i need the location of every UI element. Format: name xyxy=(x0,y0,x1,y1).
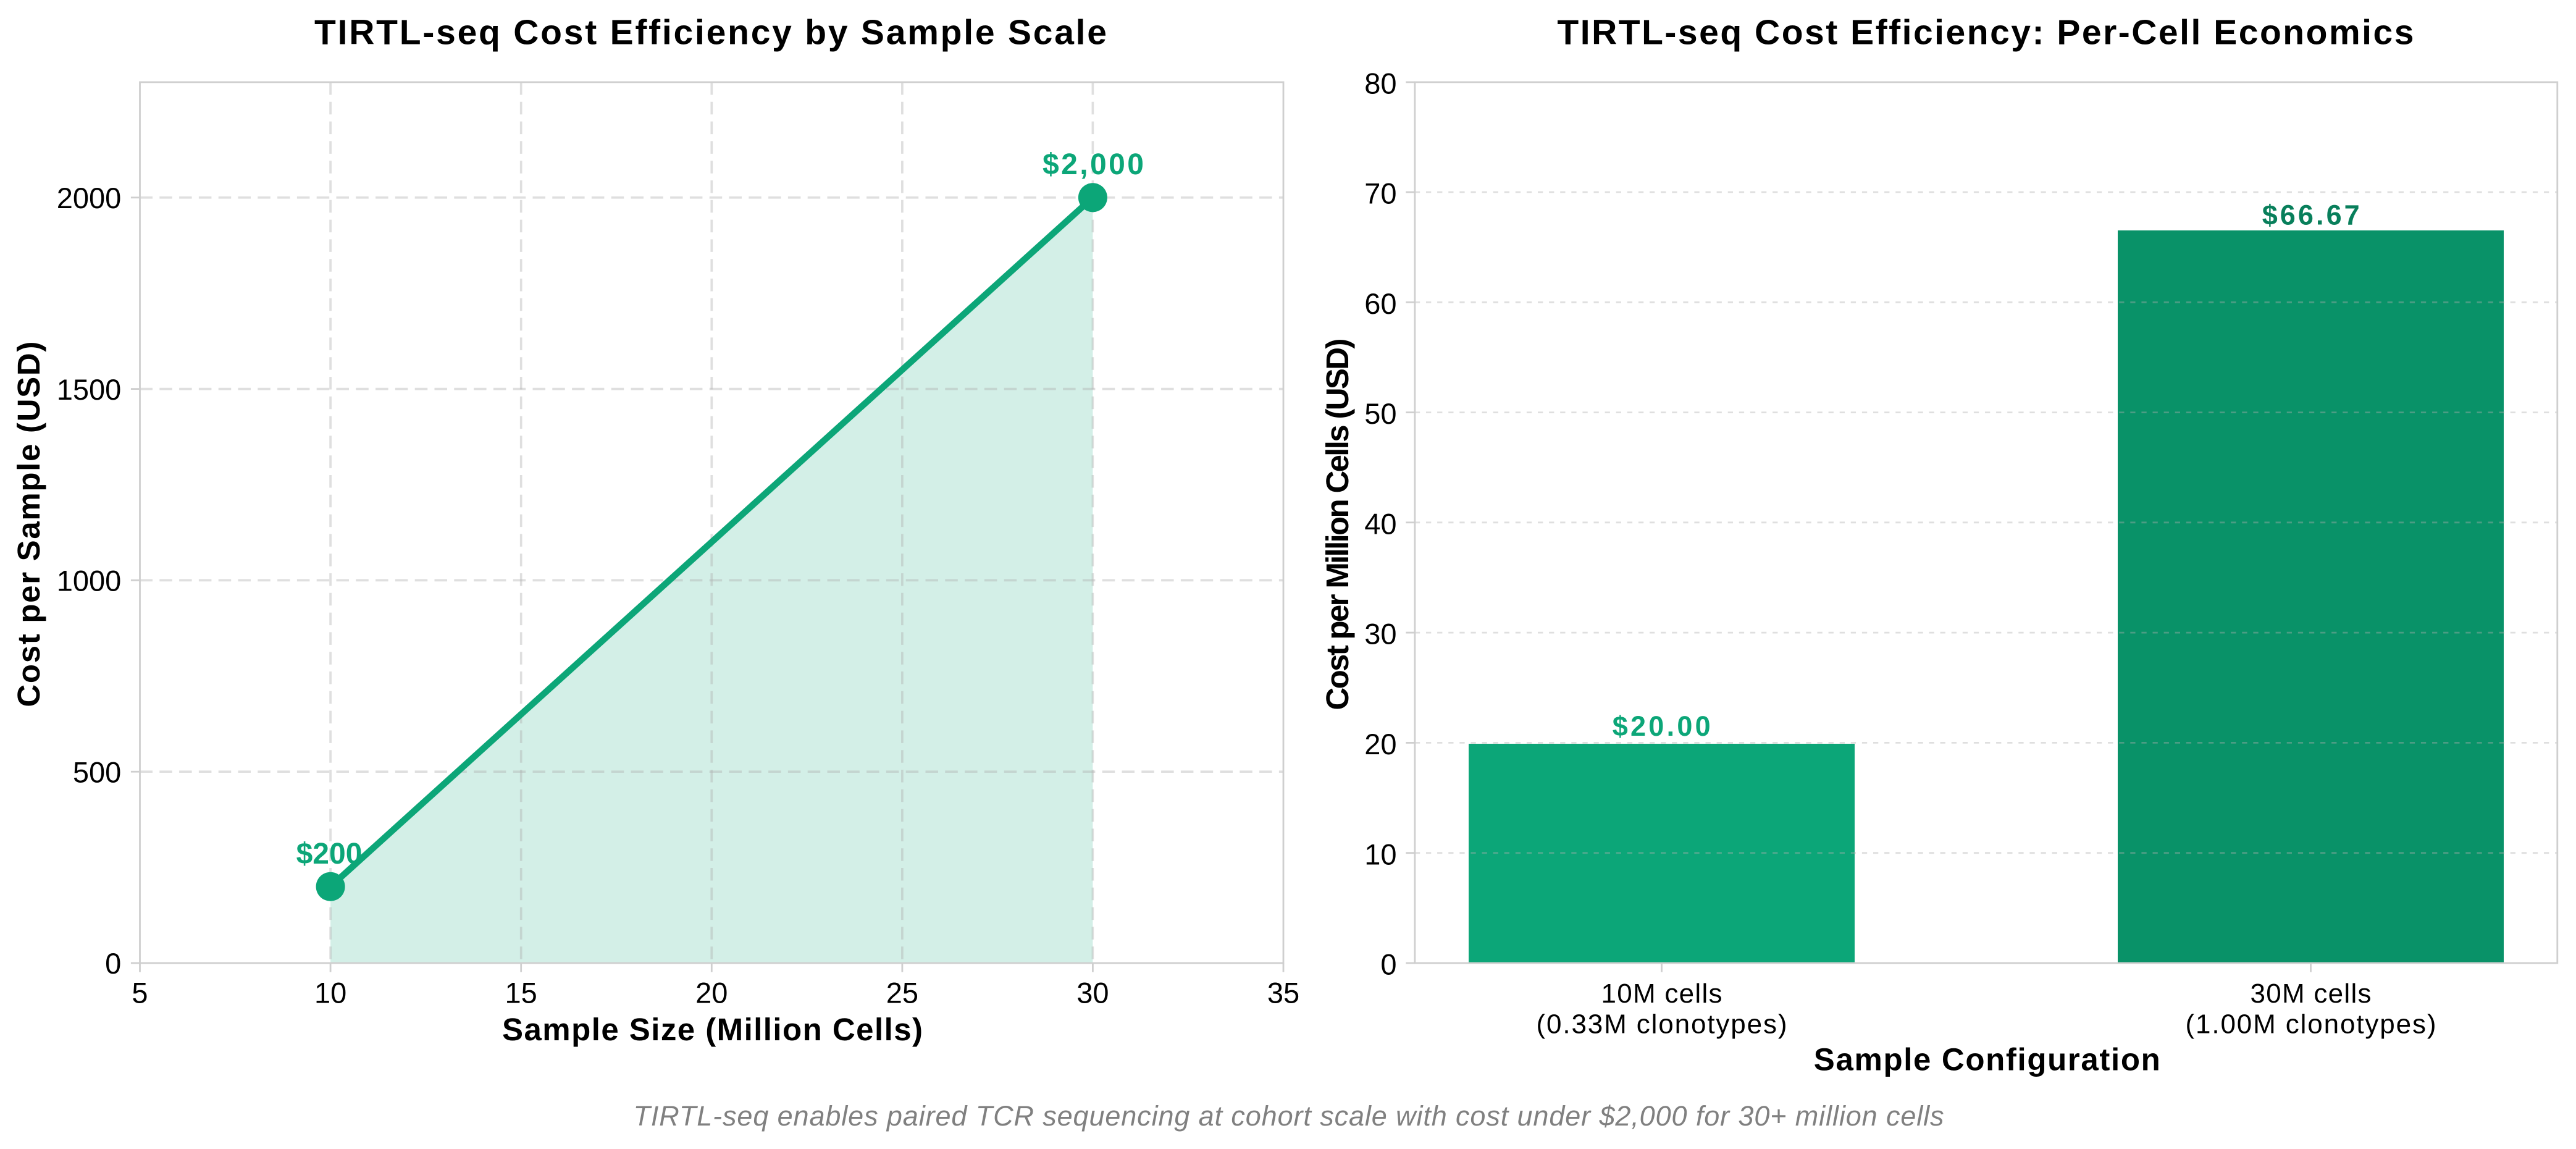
svg-text:(0.33M clonotypes): (0.33M clonotypes) xyxy=(1537,1009,1787,1040)
svg-text:15: 15 xyxy=(505,977,537,1009)
svg-text:$2,000: $2,000 xyxy=(1043,148,1144,181)
svg-text:40: 40 xyxy=(1364,507,1396,540)
svg-text:10: 10 xyxy=(314,977,346,1009)
svg-text:70: 70 xyxy=(1364,177,1396,210)
svg-text:30M cells: 30M cells xyxy=(2251,979,2372,1009)
svg-text:10M cells: 10M cells xyxy=(1601,979,1722,1009)
svg-text:TIRTL-seq enables paired TCR s: TIRTL-seq enables paired TCR sequencing … xyxy=(634,1100,1944,1132)
svg-text:35: 35 xyxy=(1267,977,1299,1009)
svg-text:20: 20 xyxy=(1364,728,1396,760)
svg-text:20: 20 xyxy=(695,977,728,1009)
svg-text:0: 0 xyxy=(1380,948,1396,981)
svg-text:1000: 1000 xyxy=(57,565,122,597)
svg-text:TIRTL-seq Cost Efficiency by S: TIRTL-seq Cost Efficiency by Sample Scal… xyxy=(314,13,1107,53)
svg-text:30: 30 xyxy=(1364,618,1396,650)
svg-text:2000: 2000 xyxy=(57,182,122,214)
svg-text:25: 25 xyxy=(886,977,918,1009)
svg-text:50: 50 xyxy=(1364,397,1396,430)
svg-text:$200: $200 xyxy=(296,838,363,870)
svg-text:1500: 1500 xyxy=(57,373,122,406)
svg-text:5: 5 xyxy=(132,977,148,1009)
svg-text:Sample Size (Million Cells): Sample Size (Million Cells) xyxy=(502,1012,923,1047)
svg-text:$20.00: $20.00 xyxy=(1613,710,1711,742)
svg-text:10: 10 xyxy=(1364,838,1396,870)
svg-text:(1.00M clonotypes): (1.00M clonotypes) xyxy=(2186,1009,2436,1040)
svg-text:80: 80 xyxy=(1364,67,1396,99)
svg-text:0: 0 xyxy=(105,947,121,980)
svg-text:30: 30 xyxy=(1076,977,1109,1009)
svg-text:Cost per Million Cells (USD): Cost per Million Cells (USD) xyxy=(1320,339,1355,710)
svg-text:Sample Configuration: Sample Configuration xyxy=(1814,1042,2160,1077)
svg-text:Cost per Sample (USD): Cost per Sample (USD) xyxy=(11,342,46,707)
svg-text:500: 500 xyxy=(73,755,121,788)
svg-text:60: 60 xyxy=(1364,287,1396,320)
svg-text:$66.67: $66.67 xyxy=(2262,200,2360,231)
svg-text:TIRTL-seq Cost Efficiency: Per: TIRTL-seq Cost Efficiency: Per-Cell Econ… xyxy=(1557,13,2414,53)
